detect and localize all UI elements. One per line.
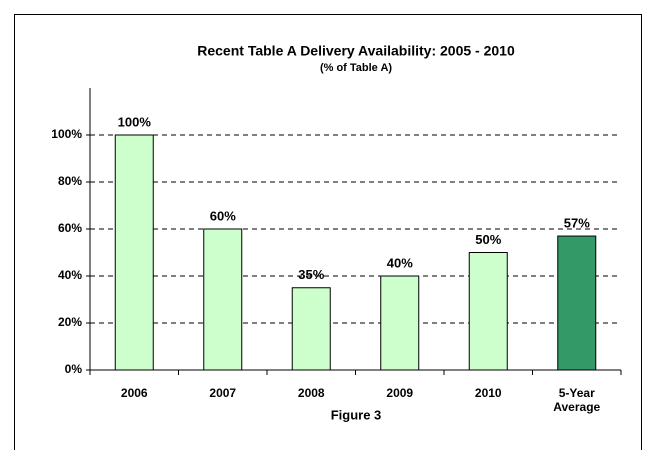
value-label: 50%: [475, 232, 501, 247]
value-label: 40%: [387, 255, 413, 270]
value-label: 35%: [298, 267, 324, 282]
frame: [14, 14, 642, 450]
x-tick-label: 2006: [120, 386, 148, 400]
y-tick-label: 40%: [58, 268, 82, 282]
caption: Figure 3: [331, 407, 382, 422]
x-tick-label: 2007: [209, 386, 237, 400]
y-tick-label: 0%: [65, 362, 83, 376]
bar: [291, 287, 331, 371]
value-label: 57%: [564, 215, 590, 230]
bar: [380, 275, 420, 371]
value-label: 60%: [210, 208, 236, 223]
bar: [468, 252, 508, 371]
bar: [203, 228, 243, 371]
chart-title: Recent Table A Delivery Availability: 20…: [197, 43, 515, 59]
x-tick-label: 2008: [297, 386, 325, 400]
bar: [114, 134, 154, 371]
x-tick-label: 2010: [474, 386, 502, 400]
value-label: 100%: [118, 114, 152, 129]
x-tick-label: 2009: [386, 386, 414, 400]
y-tick-label: 20%: [58, 315, 82, 329]
chart-subtitle: (% of Table A): [320, 62, 392, 74]
x-tick-label: 5-Year Average: [553, 386, 601, 414]
y-tick-label: 80%: [58, 174, 82, 188]
y-tick-label: 100%: [51, 127, 82, 141]
bar: [557, 235, 597, 371]
y-tick-label: 60%: [58, 221, 82, 235]
